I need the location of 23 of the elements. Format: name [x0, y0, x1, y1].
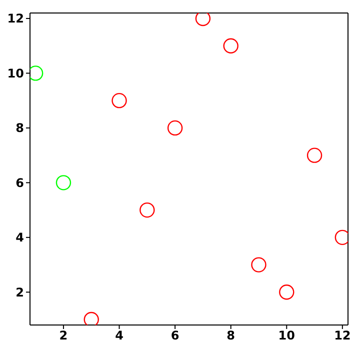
y-tick-label: 4	[16, 230, 24, 245]
point	[251, 257, 266, 272]
x-tick-label: 4	[115, 328, 124, 343]
x-tick-label: 2	[59, 328, 68, 343]
point	[30, 66, 44, 81]
point	[223, 38, 238, 54]
point	[279, 284, 294, 300]
point	[167, 120, 183, 136]
point	[195, 13, 211, 26]
point	[112, 92, 127, 108]
y-tick-label: 8	[16, 121, 24, 136]
x-tick-label: 10	[278, 328, 295, 343]
point	[56, 175, 72, 190]
y-tick-label: 12	[7, 12, 24, 26]
point	[84, 312, 99, 325]
x-tick-label: 12	[334, 328, 351, 343]
y-tick-label: 6	[16, 176, 24, 190]
y-tick-label: 10	[7, 66, 24, 80]
x-tick-label: 6	[170, 328, 180, 343]
point	[306, 148, 322, 163]
y-tick-label: 2	[16, 285, 24, 300]
x-tick-label: 8	[226, 328, 236, 343]
point	[140, 202, 155, 218]
